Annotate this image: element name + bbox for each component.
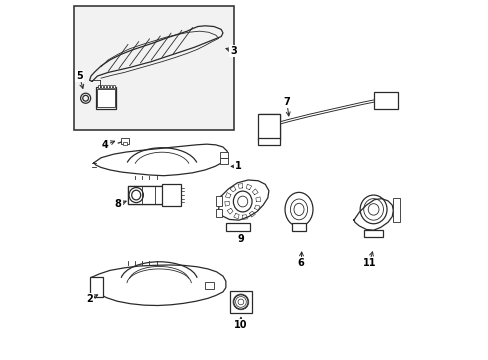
Bar — [104, 85, 106, 88]
Bar — [257, 114, 280, 140]
Bar — [291, 223, 305, 231]
Bar — [97, 89, 115, 107]
Bar — [112, 85, 115, 88]
Bar — [121, 138, 128, 144]
Text: 3: 3 — [230, 46, 237, 56]
Bar — [257, 138, 280, 145]
Bar — [123, 141, 126, 145]
Bar — [106, 85, 109, 88]
Bar — [258, 114, 279, 138]
Bar — [204, 282, 214, 289]
Bar — [230, 291, 251, 313]
Bar — [98, 85, 100, 88]
Bar — [109, 85, 112, 88]
Bar — [363, 230, 383, 237]
Bar — [74, 6, 233, 130]
Bar — [215, 209, 222, 217]
Bar — [215, 196, 222, 206]
Text: 9: 9 — [237, 234, 244, 244]
Bar — [220, 152, 227, 158]
Bar — [220, 158, 227, 164]
Bar — [162, 184, 180, 206]
Text: 2: 2 — [86, 294, 93, 304]
Text: 6: 6 — [297, 258, 304, 268]
Text: 10: 10 — [234, 320, 247, 330]
Bar — [101, 85, 103, 88]
Bar — [225, 223, 250, 231]
Bar — [128, 186, 172, 204]
Text: 7: 7 — [283, 97, 289, 107]
Text: 4: 4 — [102, 140, 108, 150]
Bar — [128, 186, 172, 204]
Text: 11: 11 — [362, 258, 375, 268]
Bar — [392, 198, 399, 222]
Text: 8: 8 — [115, 199, 122, 210]
Bar — [89, 277, 103, 297]
Bar — [373, 92, 397, 109]
Bar — [96, 87, 116, 109]
Text: 5: 5 — [76, 71, 83, 81]
Text: 1: 1 — [234, 161, 241, 171]
